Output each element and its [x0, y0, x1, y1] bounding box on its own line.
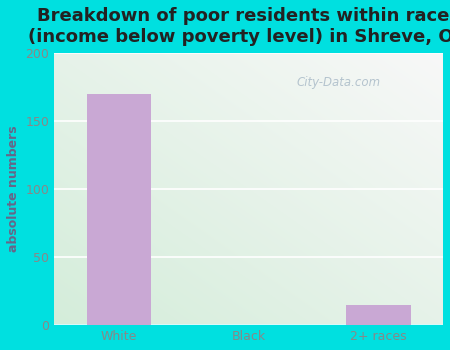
Title: Breakdown of poor residents within races
(income below poverty level) in Shreve,: Breakdown of poor residents within races… [28, 7, 450, 46]
Text: City-Data.com: City-Data.com [296, 76, 380, 89]
Bar [346, 305, 411, 325]
Y-axis label: absolute numbers: absolute numbers [7, 126, 20, 252]
Bar [87, 94, 152, 325]
